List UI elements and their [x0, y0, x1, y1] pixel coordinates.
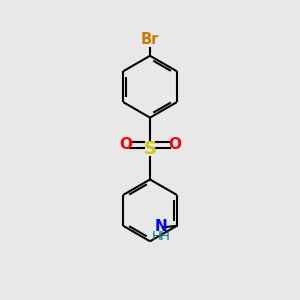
Text: H: H	[152, 230, 162, 243]
Text: O: O	[168, 137, 181, 152]
Text: N: N	[154, 220, 167, 235]
Text: H: H	[160, 230, 170, 243]
Text: S: S	[143, 140, 157, 158]
Text: Br: Br	[141, 32, 159, 47]
Text: O: O	[119, 137, 132, 152]
